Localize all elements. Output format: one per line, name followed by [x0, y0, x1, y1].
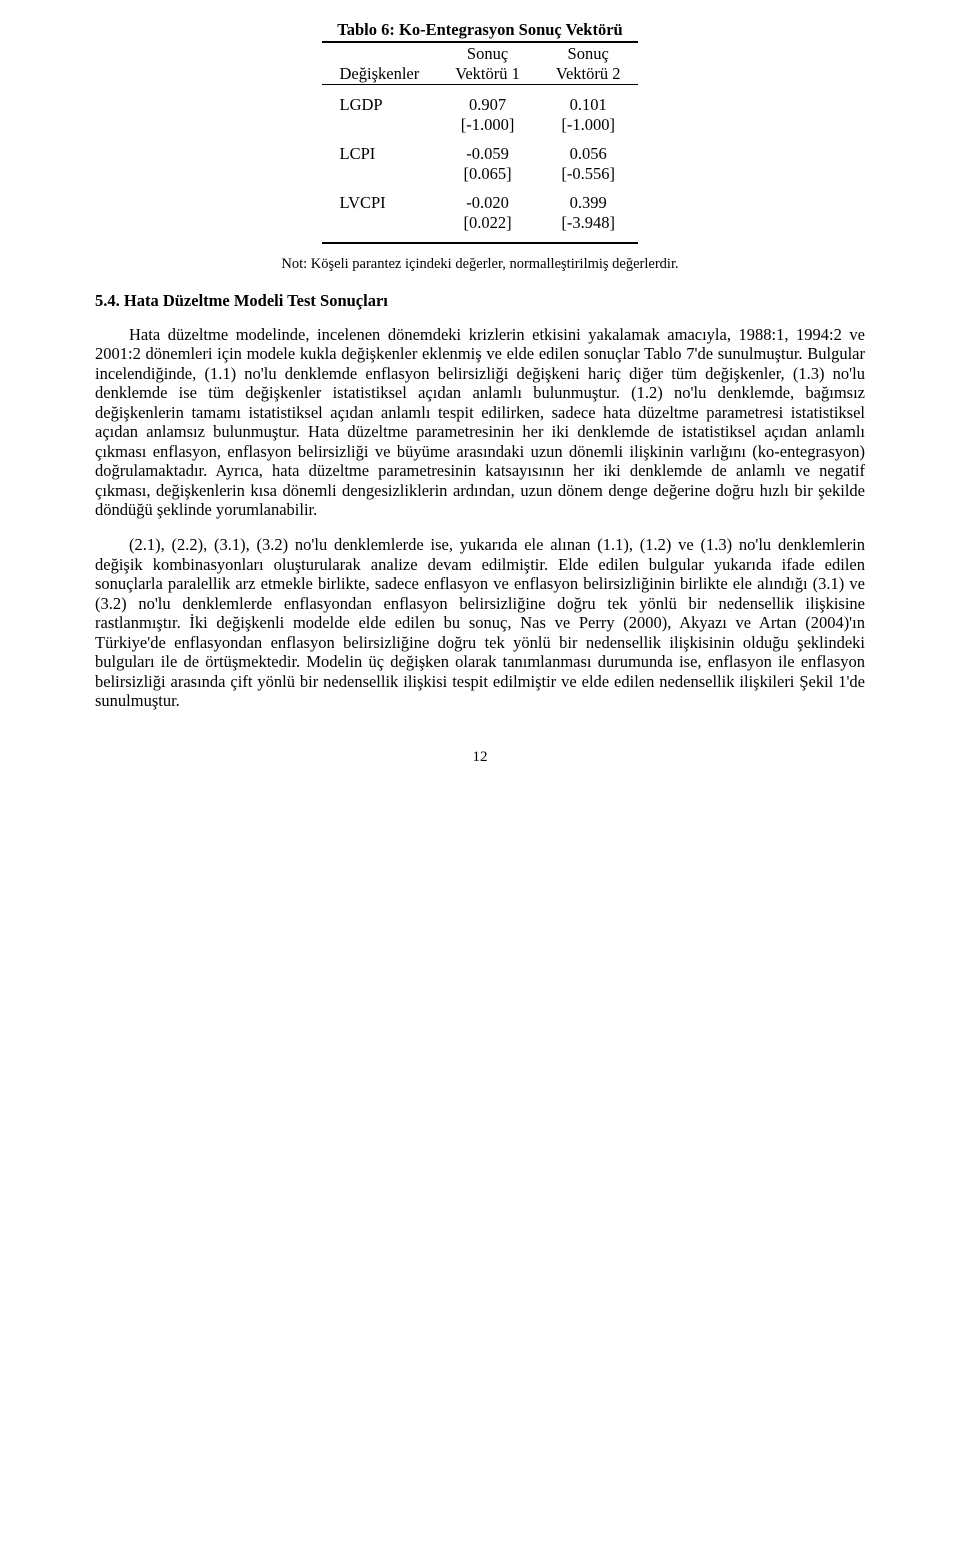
table-row: [0.065] [-0.556]: [322, 164, 639, 183]
cell-bracket: [0.065]: [437, 164, 538, 183]
cell-label: LCPI: [322, 134, 438, 163]
cell-label: LGDP: [322, 85, 438, 115]
table-row: [-1.000] [-1.000]: [322, 115, 639, 134]
cell-bracket: [-1.000]: [538, 115, 639, 134]
table-row: LVCPI -0.020 0.399: [322, 183, 639, 212]
col-header-vector2: Sonuç Vektörü 2: [538, 42, 639, 84]
table-row: [0.022] [-3.948]: [322, 213, 639, 243]
cell-value: -0.059: [437, 134, 538, 163]
col-header-variables: Değişkenler: [322, 42, 438, 84]
cell-value: 0.056: [538, 134, 639, 163]
cell-label: LVCPI: [322, 183, 438, 212]
table-note: Not: Köşeli parantez içindeki değerler, …: [95, 256, 865, 273]
paragraph: Hata düzeltme modelinde, incelenen dönem…: [95, 325, 865, 520]
table-title: Tablo 6: Ko-Entegrasyon Sonuç Vektörü: [95, 20, 865, 39]
cell-value: -0.020: [437, 183, 538, 212]
col-header-vector1: Sonuç Vektörü 1: [437, 42, 538, 84]
table-row: LCPI -0.059 0.056: [322, 134, 639, 163]
table-row: LGDP 0.907 0.101: [322, 85, 639, 115]
cell-bracket: [0.022]: [437, 213, 538, 243]
cell-bracket: [-0.556]: [538, 164, 639, 183]
cell-value: 0.907: [437, 85, 538, 115]
page-number: 12: [95, 749, 865, 767]
cointegration-table: Değişkenler Sonuç Vektörü 1 Sonuç Vektör…: [322, 41, 639, 244]
cell-bracket: [-1.000]: [437, 115, 538, 134]
section-heading: 5.4. Hata Düzeltme Modeli Test Sonuçları: [95, 291, 865, 310]
cell-bracket: [-3.948]: [538, 213, 639, 243]
cell-value: 0.101: [538, 85, 639, 115]
cell-value: 0.399: [538, 183, 639, 212]
paragraph: (2.1), (2.2), (3.1), (3.2) no'lu denklem…: [95, 535, 865, 710]
